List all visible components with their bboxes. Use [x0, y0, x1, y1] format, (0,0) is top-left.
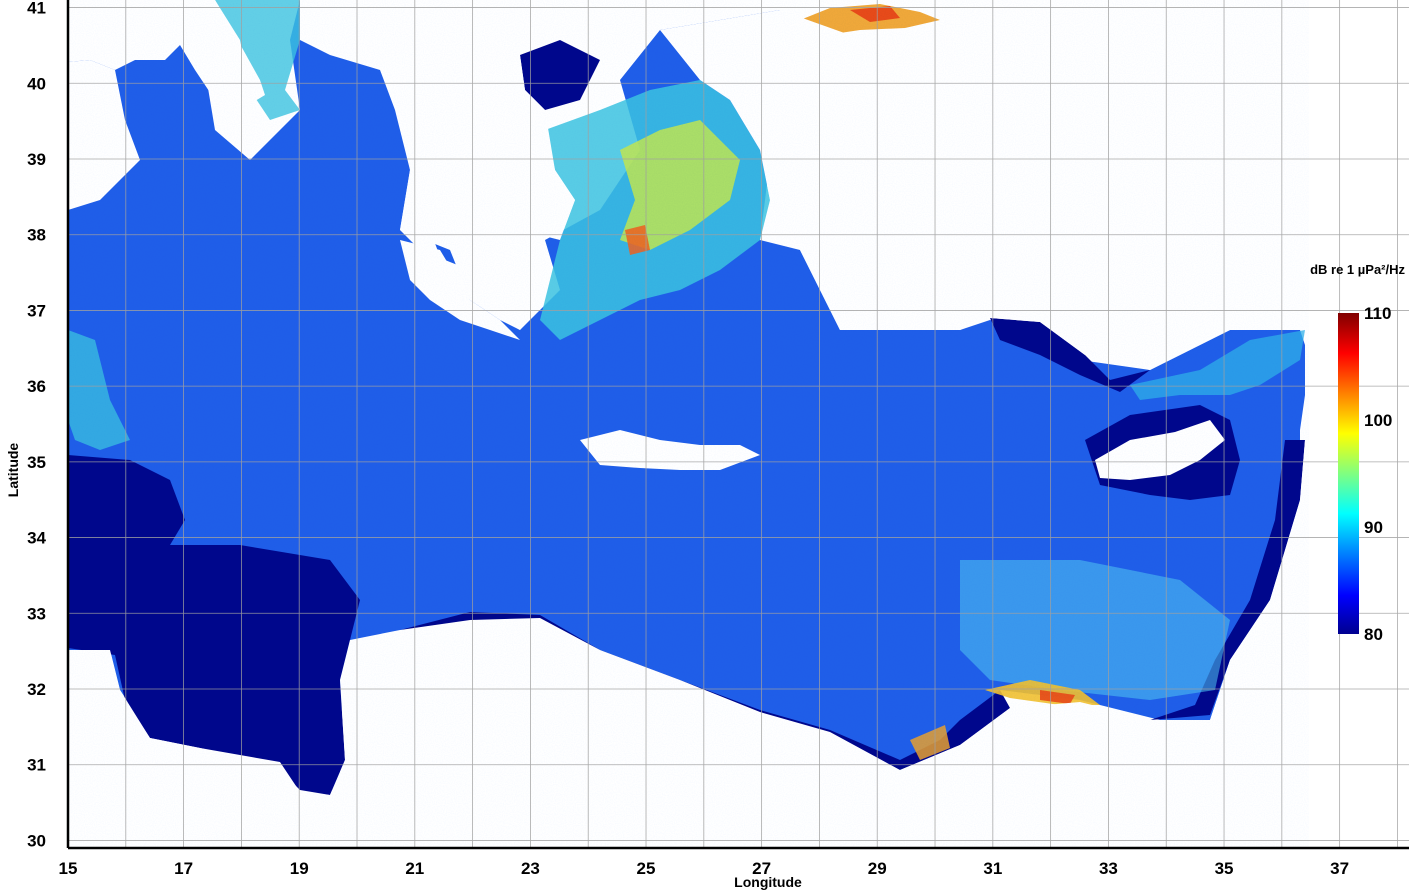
- y-tick-labels: 30 31 32 33 34 35 36 37 38 39 40 41: [27, 0, 46, 850]
- colorbar: dB re 1 µPa²/Hz 80 90 100 110: [1310, 262, 1405, 644]
- y-tick-label: 33: [27, 604, 46, 623]
- noise-texture: [68, 0, 1309, 848]
- y-tick-label: 34: [27, 529, 46, 548]
- y-tick-label: 36: [27, 377, 46, 396]
- x-tick-label: 17: [174, 859, 193, 878]
- x-tick-label: 33: [1099, 859, 1118, 878]
- y-tick-label: 41: [27, 0, 46, 18]
- colorbar-gradient: [1338, 313, 1359, 634]
- y-tick-label: 39: [27, 150, 46, 169]
- x-tick-label: 29: [868, 859, 887, 878]
- colorbar-tick-label: 110: [1364, 304, 1391, 323]
- y-axis-title: Latitude: [5, 443, 21, 498]
- map-plot-area: [68, 0, 1409, 848]
- x-tick-label: 37: [1330, 859, 1349, 878]
- x-tick-label: 27: [752, 859, 771, 878]
- x-tick-label: 15: [59, 859, 78, 878]
- y-tick-label: 35: [27, 453, 46, 472]
- x-tick-label: 23: [521, 859, 540, 878]
- colorbar-tick-label: 90: [1364, 518, 1383, 537]
- map-grid: [68, 0, 1409, 848]
- colorbar-tick-labels: 80 90 100 110: [1364, 304, 1392, 644]
- colorbar-title: dB re 1 µPa²/Hz: [1310, 262, 1405, 277]
- x-tick-label: 21: [405, 859, 424, 878]
- colorbar-tick-label: 100: [1364, 411, 1392, 430]
- y-tick-label: 32: [27, 680, 46, 699]
- x-tick-labels: 15 17 19 21 23 25 27 29 31 33 35 37: [59, 859, 1350, 878]
- y-tick-label: 30: [27, 831, 46, 850]
- x-tick-label: 25: [637, 859, 656, 878]
- x-tick-label: 19: [290, 859, 309, 878]
- y-tick-label: 37: [27, 301, 46, 320]
- x-tick-label: 31: [983, 859, 1002, 878]
- y-tick-label: 38: [27, 226, 46, 245]
- x-axis-title: Longitude: [734, 874, 802, 890]
- y-tick-label: 31: [27, 756, 46, 775]
- y-tick-label: 40: [27, 74, 46, 93]
- x-tick-label: 35: [1215, 859, 1234, 878]
- colorbar-tick-label: 80: [1364, 625, 1383, 644]
